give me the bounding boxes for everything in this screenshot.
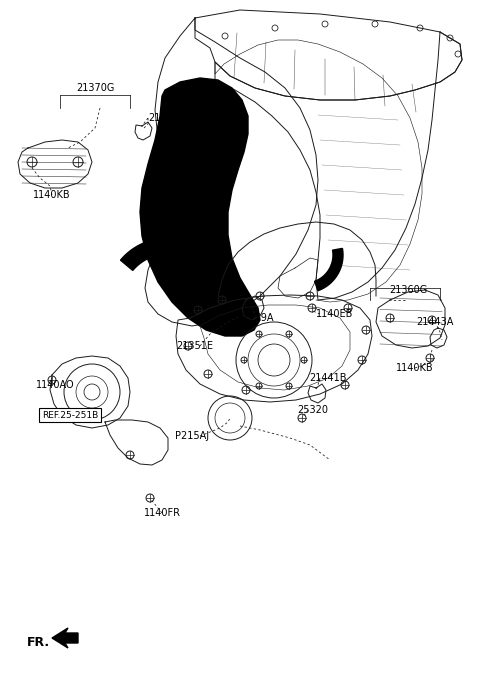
Text: 21351E: 21351E [177, 341, 214, 351]
Text: 21441B: 21441B [309, 373, 347, 383]
Polygon shape [140, 78, 260, 336]
Polygon shape [52, 628, 78, 648]
Text: 1140AO: 1140AO [36, 380, 74, 390]
Text: 21370G: 21370G [76, 83, 114, 93]
Text: 21443A: 21443A [416, 317, 454, 327]
Text: 1140FR: 1140FR [144, 508, 180, 518]
Text: 97179A: 97179A [236, 313, 274, 323]
Text: FR.: FR. [27, 635, 50, 648]
Polygon shape [215, 40, 422, 302]
Text: 25320: 25320 [298, 405, 328, 415]
Text: P215AJ: P215AJ [175, 431, 209, 441]
Text: 1140KB: 1140KB [396, 363, 434, 373]
Text: 21373B: 21373B [148, 113, 186, 123]
Polygon shape [314, 248, 343, 291]
Text: 21360G: 21360G [389, 285, 427, 295]
Text: 1140KB: 1140KB [33, 190, 71, 200]
Text: 1140EB: 1140EB [316, 309, 354, 319]
Text: REF.25-251B: REF.25-251B [42, 410, 98, 420]
Polygon shape [120, 238, 208, 271]
